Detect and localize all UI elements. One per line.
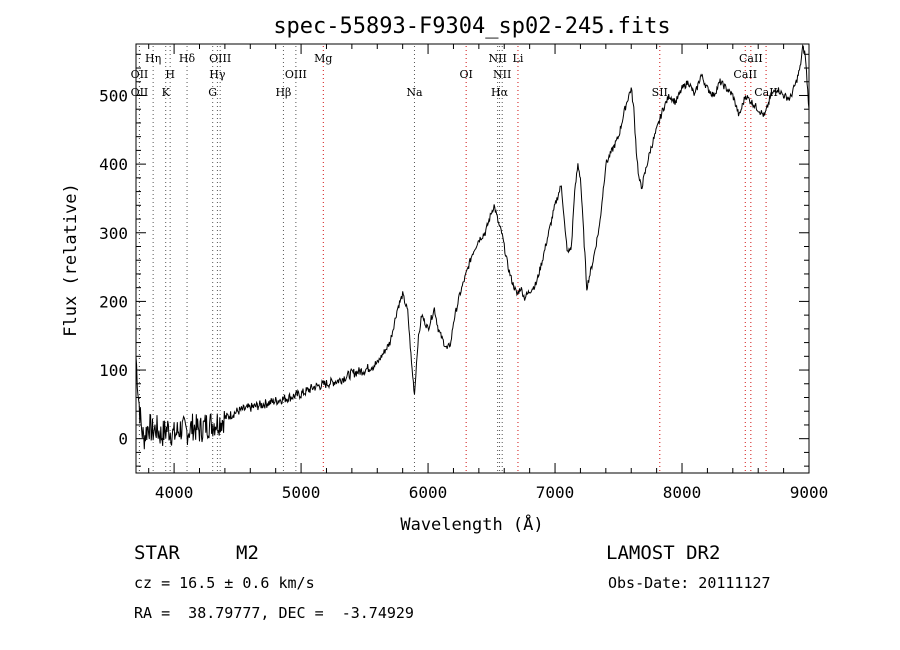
line-label-7: Hγ [209,68,226,81]
line-label-6: OIII [209,52,231,65]
y-tick-label-200: 200 [99,292,128,311]
y-tick-label-300: 300 [99,224,128,243]
line-label-8: G [208,86,217,99]
x-tick-label-8000: 8000 [663,483,702,502]
object-class: STAR [134,542,180,564]
plot-frame [135,43,810,474]
object-subclass: M2 [236,542,259,564]
line-label-3: H [165,68,175,81]
x-axis-label: Wavelength (Å) [400,513,543,535]
x-tick-label-5000: 5000 [282,483,321,502]
y-tick-label-0: 0 [118,430,128,449]
redshift-readout: cz = 16.5 ± 0.6 km/s [134,574,315,592]
y-tick-label-500: 500 [99,86,128,105]
line-label-14: NII [488,52,506,65]
line-label-17: Hα [491,86,509,99]
x-tick-label-9000: 9000 [790,483,829,502]
line-label-2: Hη [145,52,161,65]
line-label-19: CaII [739,52,763,65]
chart-title: spec-55893-F9304_sp02-245.fits [273,14,670,39]
line-label-16: NII [493,68,511,81]
y-tick-label-100: 100 [99,361,128,380]
line-label-12: Na [406,86,423,99]
line-label-21: CaII [754,86,778,99]
x-tick-label-6000: 6000 [409,483,448,502]
line-label-4: K [162,86,171,99]
line-label-9: OIII [285,68,307,81]
spectrum-series [135,44,810,450]
x-tick-label-7000: 7000 [536,483,575,502]
line-label-11: Mg [314,52,332,65]
survey-name: LAMOST DR2 [606,542,721,564]
line-label-0: OII [131,68,149,81]
x-tick-label-4000: 4000 [155,483,194,502]
obs-date: Obs-Date: 20111127 [608,574,771,592]
line-label-5: Hδ [179,52,196,65]
line-label-20: CaII [733,68,757,81]
y-tick-label-400: 400 [99,155,128,174]
line-label-13: OI [459,68,472,81]
coordinates: RA = 38.79777, DEC = -3.74929 [134,604,414,622]
line-label-15: Li [513,52,524,65]
y-axis-label: Flux (relative) [61,183,81,337]
line-label-18: SII [652,86,668,99]
line-label-10: Hβ [275,86,291,99]
line-label-1: OII [131,86,149,99]
